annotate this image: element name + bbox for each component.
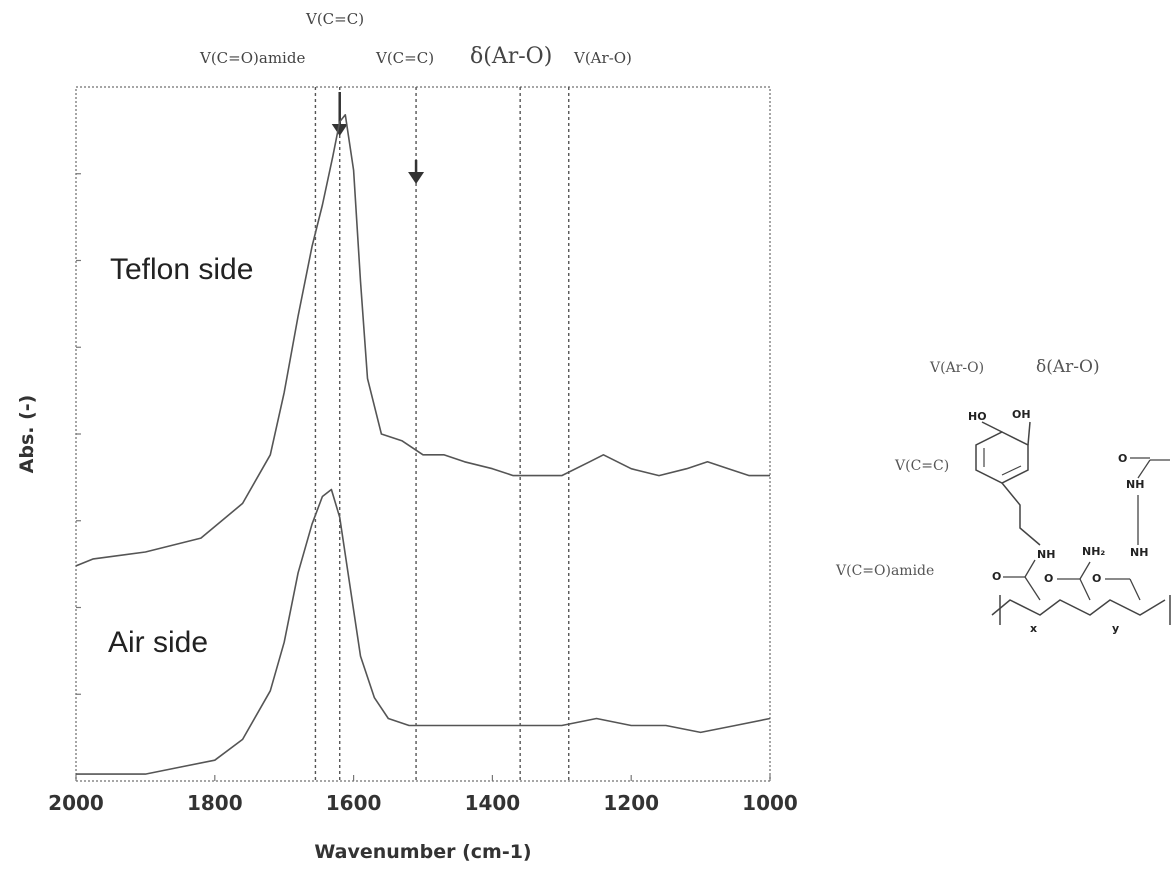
bond <box>1138 460 1150 478</box>
band-label-aro: V(Ar-O) <box>573 49 632 67</box>
y-axis-ticks <box>76 174 81 695</box>
bond <box>1025 577 1040 600</box>
arrow-head-0 <box>332 124 348 136</box>
x-axis-title: Wavenumber (cm-1) <box>314 841 531 863</box>
atom-nh-2: NH <box>1130 546 1148 559</box>
x-tick-label-2: 1600 <box>326 791 382 815</box>
chemical-structure: V(Ar-O) δ(Ar-O) V(C=C) V(C=O)amide HO OH… <box>835 357 1170 635</box>
plot-frame <box>76 87 770 781</box>
band-label-delta-aro: δ(Ar-O) <box>470 44 552 69</box>
series-line-0 <box>76 115 770 566</box>
x-tick-label-5: 1000 <box>742 791 798 815</box>
y-axis-title: Abs. (-) <box>16 395 38 474</box>
atom-o-4: O <box>1118 452 1127 465</box>
bond <box>1080 562 1090 579</box>
band-label-cc-top: V(C=C) <box>305 10 364 28</box>
atom-o-2: O <box>1044 572 1053 585</box>
x-tick-label-3: 1400 <box>465 791 521 815</box>
bond <box>1080 579 1090 600</box>
struct-label-delta: δ(Ar-O) <box>1036 357 1100 377</box>
band-label-amide: V(C=O)amide <box>199 49 305 67</box>
bond <box>1002 466 1021 475</box>
atom-ho: HO <box>968 410 987 423</box>
atom-o-3: O <box>1092 572 1101 585</box>
bond <box>1130 579 1140 600</box>
atom-nh2: NH₂ <box>1082 545 1105 558</box>
band-label-cc: V(C=C) <box>375 49 434 67</box>
ethyl-chain <box>1002 483 1040 545</box>
x-tick-label-0: 2000 <box>48 791 104 815</box>
atom-nh-3: NH <box>1126 478 1144 491</box>
x-tick-label-4: 1200 <box>603 791 659 815</box>
bond <box>982 422 1002 432</box>
reference-lines <box>315 87 568 781</box>
bond <box>1025 560 1035 577</box>
bond <box>1028 422 1030 445</box>
band-labels: V(C=C) V(C=O)amide V(C=C) δ(Ar-O) V(Ar-O… <box>199 10 632 69</box>
subscript-y: y <box>1112 622 1119 635</box>
x-tick-label-1: 1800 <box>187 791 243 815</box>
struct-label-cc: V(C=C) <box>894 458 949 474</box>
polymer-backbone <box>992 600 1165 615</box>
atom-o-1: O <box>992 570 1001 583</box>
atom-nh-1: NH <box>1037 548 1055 561</box>
subscript-x: x <box>1030 622 1037 635</box>
struct-label-amide: V(C=O)amide <box>835 563 934 579</box>
atom-oh: OH <box>1012 408 1031 421</box>
teflon-side-label: Teflon side <box>110 253 253 286</box>
arrow-head-1 <box>408 172 424 184</box>
series-group <box>76 115 770 774</box>
struct-label-aro: V(Ar-O) <box>929 360 984 376</box>
air-side-label: Air side <box>108 626 208 659</box>
